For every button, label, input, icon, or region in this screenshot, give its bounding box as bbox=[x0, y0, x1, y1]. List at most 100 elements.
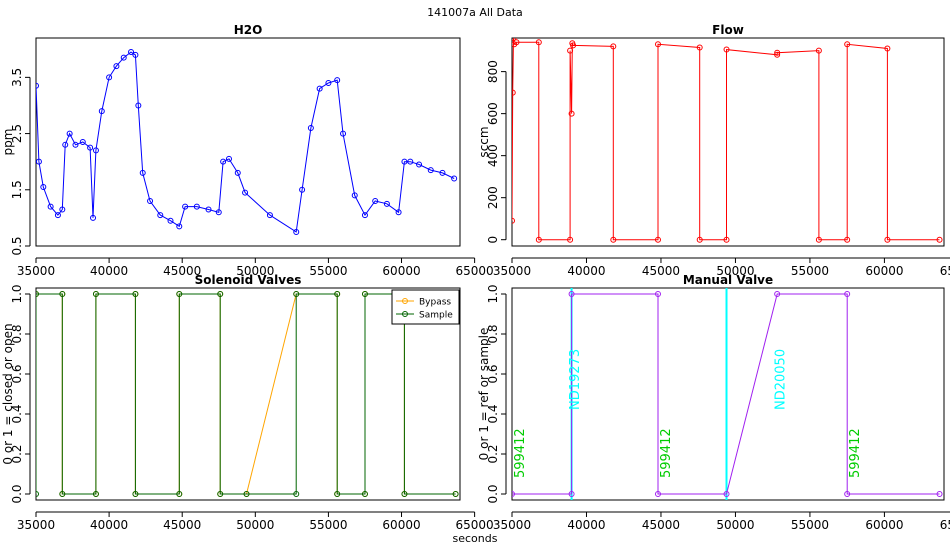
x-tick-label: 60000 bbox=[382, 518, 420, 532]
data-point bbox=[193, 203, 200, 210]
y-tick-label: 3.5 bbox=[10, 68, 24, 87]
x-tick-label: 35000 bbox=[17, 518, 55, 532]
data-point bbox=[98, 108, 105, 115]
data-point bbox=[401, 491, 408, 497]
x-tick-label: 60000 bbox=[865, 264, 903, 278]
x-tick-label: 35000 bbox=[493, 518, 531, 532]
legend-label: Bypass bbox=[419, 298, 451, 308]
x-tick-label: 60000 bbox=[382, 264, 420, 278]
x-tick-label: 35000 bbox=[17, 264, 55, 278]
y-tick-label: 0.6 bbox=[10, 364, 24, 383]
x-tick-label: 40000 bbox=[567, 518, 605, 532]
data-point bbox=[427, 167, 434, 174]
data-point bbox=[774, 51, 781, 58]
data-point bbox=[696, 236, 703, 243]
data-point bbox=[36, 82, 39, 89]
data-point bbox=[36, 291, 39, 297]
panel-flow: Flow sccm 35000 40000 45000 50000 55000 60000 65… bbox=[477, 23, 950, 278]
data-point bbox=[167, 217, 174, 224]
plot-frame bbox=[511, 287, 945, 501]
data-point bbox=[266, 212, 273, 219]
data-point bbox=[59, 206, 66, 213]
data-point bbox=[844, 491, 851, 497]
data-point bbox=[334, 291, 341, 297]
x-tick-label: 50000 bbox=[236, 518, 274, 532]
legend-swatch-marker bbox=[402, 298, 408, 304]
plot-frame bbox=[511, 37, 945, 247]
data-point bbox=[844, 41, 851, 48]
data-point bbox=[654, 291, 661, 297]
data-point bbox=[307, 124, 314, 131]
y-tick-label: 1.5 bbox=[10, 180, 24, 199]
data-point bbox=[220, 158, 227, 165]
data-point bbox=[113, 63, 120, 70]
data-point bbox=[157, 212, 164, 219]
series-line bbox=[36, 51, 455, 233]
data-point bbox=[36, 158, 42, 165]
y-axis: 0.0 0.2 0.4 0.6 0.8 1.0 bbox=[486, 284, 507, 504]
data-point bbox=[293, 291, 300, 297]
x-tick-label: 35000 bbox=[493, 264, 531, 278]
data-point bbox=[815, 236, 822, 243]
data-point bbox=[512, 89, 516, 96]
y-tick-label: 0.2 bbox=[486, 444, 500, 463]
data-point bbox=[182, 203, 189, 210]
x-tick-label: 65000 bbox=[940, 518, 950, 532]
x-tick-label: 50000 bbox=[716, 518, 754, 532]
data-area bbox=[512, 288, 943, 500]
data-point bbox=[723, 46, 730, 53]
data-point bbox=[567, 236, 574, 243]
x-axis: 35000 40000 45000 50000 55000 60000 65000 bbox=[493, 257, 950, 278]
data-point bbox=[293, 491, 300, 497]
data-point bbox=[567, 47, 574, 54]
data-point bbox=[205, 206, 212, 213]
data-point bbox=[225, 155, 232, 162]
data-point bbox=[132, 51, 139, 58]
data-point bbox=[334, 491, 341, 497]
data-point bbox=[215, 209, 222, 216]
y-tick-label: 800 bbox=[486, 60, 500, 83]
data-point bbox=[72, 141, 79, 148]
annotation-label: 599412 bbox=[848, 428, 863, 478]
y-axis-label: ppm bbox=[1, 129, 15, 156]
y-tick-label: 2.5 bbox=[10, 124, 24, 143]
y-tick-label: 0.0 bbox=[10, 484, 24, 503]
data-point bbox=[87, 144, 94, 151]
data-point bbox=[774, 291, 781, 297]
data-point bbox=[361, 212, 368, 219]
data-point bbox=[395, 209, 402, 216]
data-area bbox=[512, 38, 943, 243]
panel-title: Flow bbox=[712, 23, 744, 37]
data-point bbox=[361, 491, 368, 497]
data-point bbox=[299, 186, 306, 193]
data-point bbox=[40, 183, 47, 190]
y-tick-label: 0.6 bbox=[486, 364, 500, 383]
legend: Bypass Sample bbox=[391, 289, 460, 325]
x-axis: 35000 40000 45000 50000 55000 60000 65000 bbox=[17, 257, 494, 278]
y-tick-label: 1.0 bbox=[10, 284, 24, 303]
panel-title: H2O bbox=[234, 23, 263, 37]
x-tick-label: 60000 bbox=[865, 518, 903, 532]
series-manual-valve bbox=[512, 291, 943, 497]
data-point bbox=[884, 236, 891, 243]
data-point bbox=[47, 203, 54, 210]
data-point bbox=[106, 74, 113, 81]
data-point bbox=[512, 491, 515, 497]
y-tick-label: 0.2 bbox=[10, 444, 24, 463]
data-point bbox=[655, 41, 662, 48]
data-point bbox=[120, 54, 127, 61]
data-point bbox=[351, 192, 358, 199]
y-tick-label: 600 bbox=[486, 102, 500, 125]
x-tick-label: 65000 bbox=[456, 264, 494, 278]
data-point bbox=[234, 169, 241, 176]
annotation-label: ND19273 bbox=[568, 349, 583, 410]
x-tick-label: 55000 bbox=[309, 518, 347, 532]
panel-solenoid: Solenoid Valves 0 or 1 = closed or open 35… bbox=[1, 273, 494, 532]
y-axis-label: 0 or 1 = ref or sample bbox=[477, 328, 491, 461]
annotation-label: 599412 bbox=[659, 428, 674, 478]
data-point bbox=[217, 491, 224, 497]
data-point bbox=[723, 236, 730, 243]
panel-title: Manual Valve bbox=[683, 273, 773, 287]
data-point bbox=[610, 236, 617, 243]
